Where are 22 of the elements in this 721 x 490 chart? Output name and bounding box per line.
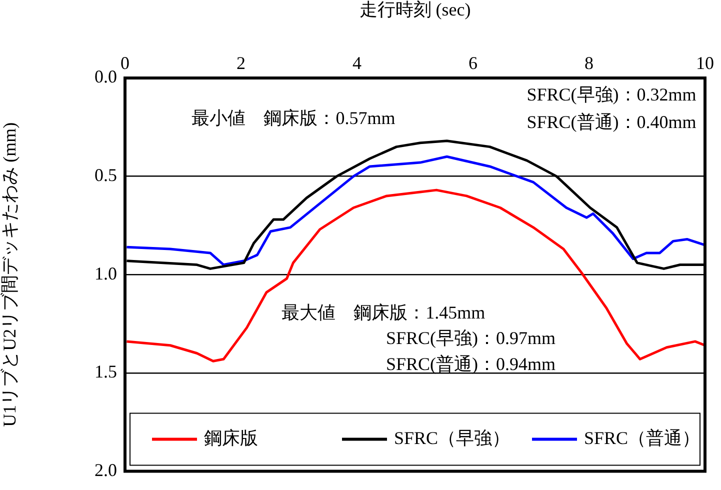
- x-tick-label: 10: [696, 52, 714, 73]
- y-tick-label: 1.5: [94, 362, 117, 382]
- annotation: SFRC(早強)：0.32mm: [526, 84, 696, 104]
- x-tick-label: 0: [120, 52, 130, 73]
- annotation: SFRC(普通)：0.40mm: [526, 112, 696, 132]
- x-tick-label: 2: [236, 52, 246, 73]
- legend-label: 鋼床版: [204, 428, 258, 448]
- y-tick-label: 1.0: [94, 263, 117, 284]
- legend-label: SFRC（普通）: [584, 428, 700, 448]
- y-axis-title: U1リブとU2リブ間デッキたわみ (mm): [0, 122, 20, 427]
- x-tick-label: 8: [584, 52, 594, 73]
- x-tick-label: 4: [352, 52, 362, 73]
- annotation: SFRC(早強)：0.97mm: [386, 328, 556, 348]
- y-tick-label: 0.5: [94, 165, 117, 186]
- y-tick-label: 2.0: [94, 460, 117, 480]
- annotation: SFRC(普通)：0.94mm: [386, 354, 556, 374]
- legend-label: SFRC（早強）: [394, 428, 510, 448]
- x-tick-label: 6: [468, 52, 478, 73]
- x-axis-title: 走行時刻 (sec): [359, 0, 471, 20]
- y-tick-label: 0.0: [94, 66, 117, 87]
- annotation: 最大値 鋼床版：1.45mm: [282, 302, 486, 323]
- annotation: 最小値 鋼床版：0.57mm: [192, 108, 396, 128]
